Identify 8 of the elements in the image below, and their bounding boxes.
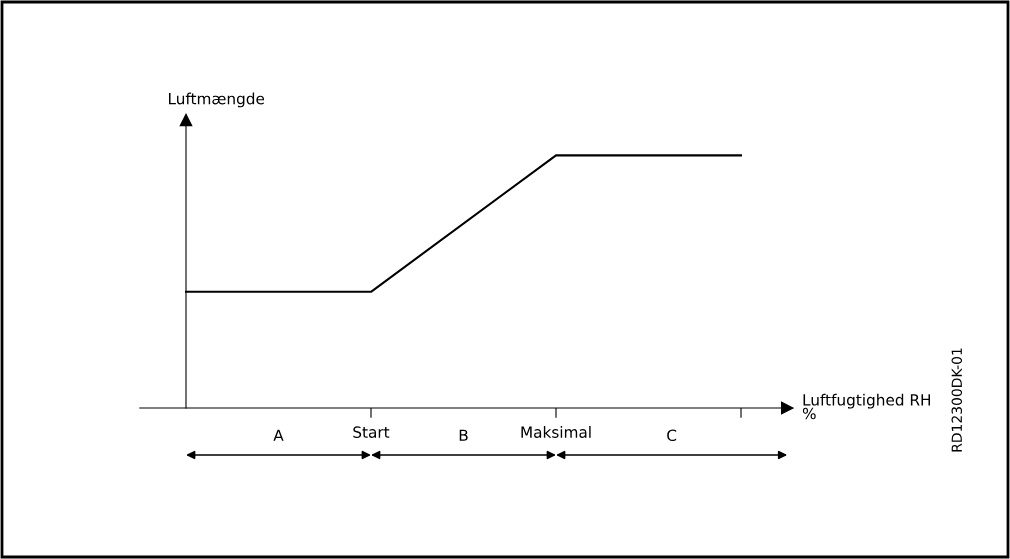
text: C [667, 429, 677, 442]
x-axis-title: Luftfugtighed RH % [802, 393, 931, 420]
y-axis-title: Luftmængde [169, 92, 265, 108]
text: A [273, 429, 284, 441]
text: B [459, 429, 468, 441]
text: RD12300DK-01 [951, 348, 963, 452]
x-tick-label: Start [353, 426, 390, 438]
x-tick-label: Maksimal [521, 426, 591, 438]
